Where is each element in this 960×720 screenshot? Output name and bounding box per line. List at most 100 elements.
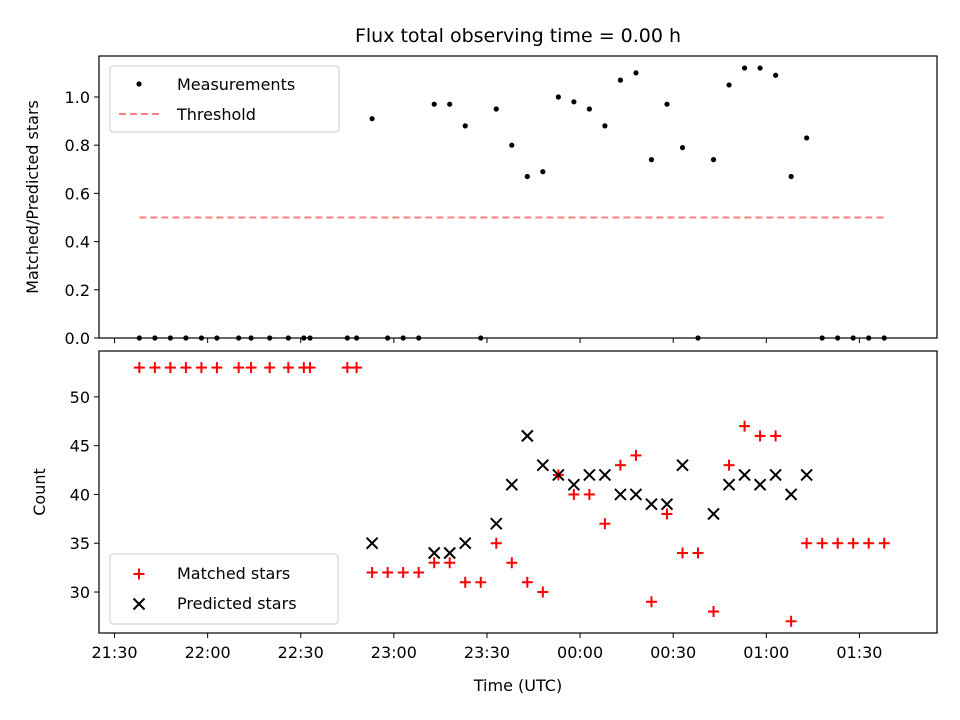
predicted-star-point: [505, 478, 518, 491]
measurement-point: [167, 335, 173, 341]
matched-star-point: [341, 362, 353, 374]
x-tick-label: 01:30: [836, 643, 882, 662]
predicted-star-point: [521, 429, 534, 443]
legend-measurements-label: Measurements: [177, 75, 295, 94]
matched-star-point: [506, 557, 518, 569]
matched-star-point: [770, 430, 782, 442]
matched-star-point: [863, 537, 875, 549]
measurement-point: [710, 157, 717, 163]
matched-star-point: [382, 567, 394, 579]
measurement-point: [835, 335, 841, 341]
predicted-star-point: [598, 468, 612, 482]
matched-star-point: [366, 567, 378, 579]
matched-star-point: [195, 362, 207, 374]
matched-star-point: [583, 488, 595, 500]
measurement-point: [617, 77, 624, 83]
predicted-star-point: [614, 488, 627, 501]
matched-star-point: [521, 576, 533, 588]
matched-star-point: [537, 586, 549, 598]
predicted-star-point: [583, 468, 596, 482]
top-x-axis: [114, 338, 860, 343]
matched-star-point: [133, 362, 145, 374]
top-y-tick-label: 0.0: [65, 329, 90, 348]
top-y-tick-label: 1.0: [65, 88, 90, 107]
top-y-axis-label: Matched/Predicted stars: [23, 100, 42, 294]
matched-star-point: [739, 420, 751, 432]
x-tick-label: 23:30: [464, 643, 510, 662]
matched-star-point: [708, 606, 720, 618]
measurement-point: [540, 169, 546, 175]
predicted-star-point: [707, 507, 720, 521]
predicted-star-point: [769, 468, 782, 482]
predicted-star-point: [552, 468, 565, 482]
predicted-star-point: [629, 488, 643, 501]
measurement-point: [307, 335, 313, 341]
measurement-point: [493, 106, 499, 112]
measurement-point: [301, 335, 307, 341]
predicted-star-point: [365, 537, 379, 550]
predicted-star-point: [722, 478, 736, 491]
top-panel: Flux total observing time = 0.00 h 0.0 0.…: [23, 25, 938, 348]
predicted-star-point: [567, 478, 581, 491]
bottom-x-axis-label: Time (UTC): [473, 676, 562, 695]
matched-star-point: [149, 362, 161, 374]
bottom-y-tick-label: 40: [70, 485, 90, 504]
top-axes-frame: [98, 55, 938, 339]
matched-star-point: [180, 362, 192, 374]
matched-star-point: [233, 362, 245, 374]
matched-star-point: [490, 537, 502, 549]
matched-star-point: [723, 459, 735, 471]
matched-star-point: [676, 547, 688, 559]
x-tick-label: 00:00: [557, 643, 603, 662]
measurement-point: [586, 106, 592, 112]
measurement-point: [183, 335, 189, 341]
predicted-star-point: [784, 488, 798, 501]
matched-star-point: [444, 557, 456, 569]
matched-star-point: [264, 362, 276, 374]
matched-star-point: [428, 557, 440, 569]
bottom-y-tick-label: 45: [70, 437, 90, 456]
bottom-series-layer: [133, 362, 890, 627]
predicted-star-point: [645, 497, 658, 511]
measurement-point: [773, 72, 779, 78]
measurement-point: [804, 135, 810, 141]
matched-star-point: [304, 362, 316, 374]
predicted-star-point: [427, 546, 441, 560]
measurement-point: [462, 123, 468, 129]
measurement-point: [664, 101, 670, 107]
predicted-star-point: [536, 458, 550, 472]
top-y-tick-label: 0.4: [65, 233, 90, 252]
matched-star-point: [754, 430, 766, 442]
measurement-point: [602, 123, 608, 129]
top-panel-title: Flux total observing time = 0.00 h: [355, 25, 681, 47]
measurement-point: [571, 99, 577, 105]
measurement-point: [400, 335, 406, 341]
measurement-point: [757, 65, 763, 71]
bottom-y-tick-label: 35: [70, 534, 90, 553]
measurement-point: [726, 82, 732, 88]
matched-star-point: [661, 508, 673, 520]
bottom-x-axis: 21:30 22:00 22:30 23:00 23:30 00:00 00:30 01:00…: [91, 633, 882, 662]
measurement-point: [819, 335, 825, 341]
legend-threshold-label: Threshold: [176, 105, 256, 124]
bottom-panel: 30 35 40 45 50 21:30 22:00 22:30 23:00 23:30 00:0…: [30, 350, 938, 695]
measurement-point: [509, 142, 515, 148]
top-legend-box: [109, 65, 340, 133]
measurement-point: [648, 157, 655, 163]
matched-star-point: [816, 537, 828, 549]
measurement-point: [447, 101, 453, 107]
measurement-point: [555, 94, 561, 100]
matched-star-point: [164, 362, 176, 374]
measurement-point: [369, 116, 375, 122]
top-series-layer: [136, 65, 887, 341]
matched-star-point: [645, 596, 657, 608]
legend-matched-label: Matched stars: [177, 564, 290, 583]
measurement-point: [416, 335, 422, 341]
measurement-point: [285, 335, 291, 341]
matched-star-point: [413, 567, 425, 579]
matched-star-point: [459, 576, 471, 588]
measurement-point: [695, 335, 701, 341]
matched-star-point: [351, 362, 363, 374]
measurement-point: [136, 335, 142, 341]
